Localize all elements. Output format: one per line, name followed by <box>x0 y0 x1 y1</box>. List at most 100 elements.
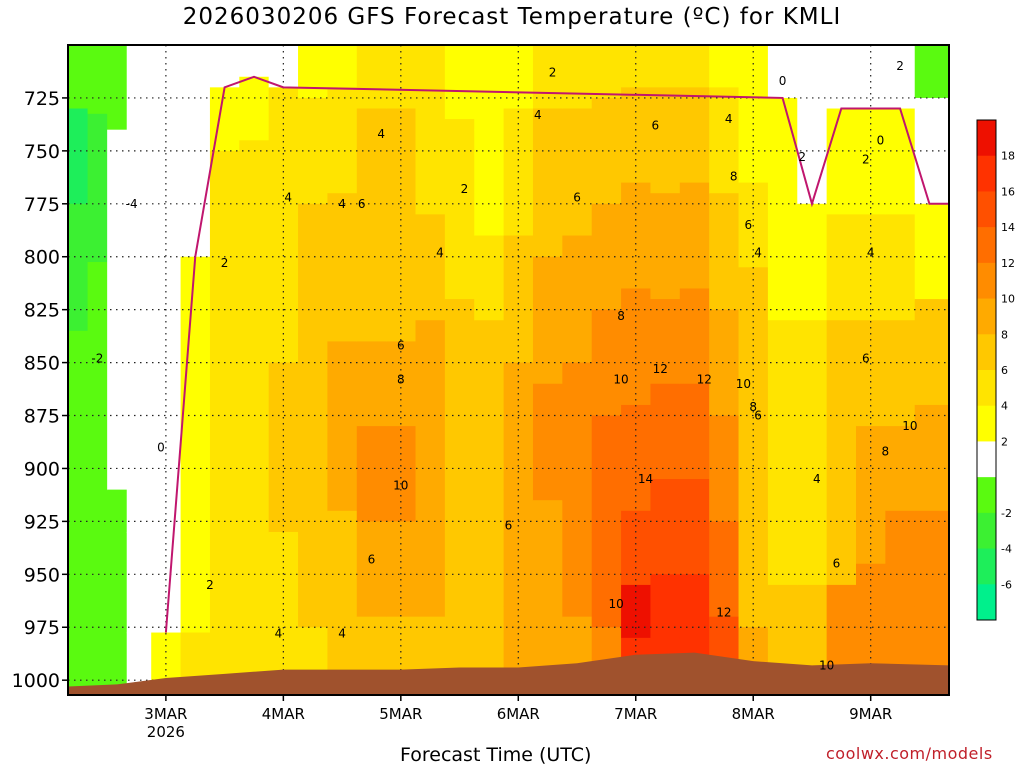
temp-cell <box>562 45 593 110</box>
temp-cell <box>939 606 949 695</box>
temp-cell <box>126 531 152 634</box>
y-tick-label: 850 <box>24 353 60 375</box>
temp-cell <box>239 45 270 78</box>
contour-label: 2 <box>221 256 229 270</box>
contour-label: 6 <box>397 339 405 353</box>
colorbar-label: 18 <box>1001 150 1015 163</box>
temp-cell <box>885 45 916 110</box>
temp-cell <box>68 45 89 110</box>
temp-cell <box>532 383 563 501</box>
temp-cell <box>797 45 828 99</box>
contour-label: 4 <box>436 245 444 259</box>
temp-cell <box>356 426 387 522</box>
colorbar-label: -2 <box>1001 507 1012 520</box>
temp-cell <box>474 235 505 321</box>
temp-cell <box>444 299 475 406</box>
contour-label: 2 <box>461 182 469 196</box>
temp-cell <box>679 383 710 480</box>
temp-cell <box>209 150 240 321</box>
colorbar: 18 16 14 12 10 8 6 4 2 -2 -4 -6 <box>976 119 1015 621</box>
temp-cell <box>356 235 387 343</box>
temp-cell <box>939 510 949 607</box>
y-tick-label: 725 <box>24 88 60 110</box>
colorbar-swatch <box>977 477 996 514</box>
contour-label: 4 <box>534 108 542 122</box>
temp-cell <box>327 510 358 628</box>
contour-label: 4 <box>813 472 821 486</box>
contour-label: 6 <box>745 218 753 232</box>
x-tick-label: 7MAR <box>614 705 657 723</box>
contour-label: 10 <box>902 419 917 433</box>
contour-label: 4 <box>725 112 733 126</box>
y-tick-label: 750 <box>24 141 60 163</box>
freezing-line <box>164 75 949 633</box>
y-tick-label: 775 <box>24 194 60 216</box>
contour-label: 10 <box>613 373 628 387</box>
temp-cell <box>415 45 446 110</box>
contour-label: 4 <box>275 627 283 641</box>
temp-cell <box>738 97 769 184</box>
temp-cell <box>562 108 593 237</box>
colorbar-label: 8 <box>1001 328 1008 341</box>
temp-cell <box>826 320 857 448</box>
temp-cell <box>386 521 417 618</box>
temp-cell <box>885 320 916 427</box>
temp-cell <box>239 320 270 565</box>
y-tick-label: 875 <box>24 406 60 428</box>
temp-cell <box>621 584 652 639</box>
temp-cell <box>180 447 211 634</box>
temp-cell <box>914 203 940 300</box>
temp-cell <box>107 489 128 623</box>
temp-cell <box>87 45 108 115</box>
temp-cell <box>679 87 710 184</box>
contour-label: 12 <box>653 362 668 376</box>
contour-label: 2 <box>862 152 870 166</box>
temp-cell <box>939 203 949 300</box>
contour-label: 6 <box>652 118 660 132</box>
x-tick-label: 9MAR <box>849 705 892 723</box>
temp-cell <box>767 45 798 99</box>
temp-cell <box>562 235 593 364</box>
colorbar-frame <box>976 119 997 621</box>
colorbar-swatch <box>977 512 996 550</box>
temp-cell <box>532 500 563 618</box>
contour-label: 8 <box>397 373 405 387</box>
temp-cell <box>87 404 108 570</box>
temp-cell <box>914 299 940 406</box>
freezing-contour <box>164 75 949 633</box>
temp-cell <box>532 45 563 110</box>
y-tick-label: 1000 <box>12 670 60 692</box>
terrain-fill <box>68 652 949 695</box>
temp-cell <box>503 235 534 364</box>
temp-cell <box>591 531 622 628</box>
temp-cell <box>914 45 940 99</box>
contour-label: 4 <box>754 245 762 259</box>
contour-label: 14 <box>638 472 653 486</box>
credit-link[interactable]: coolwx.com/models <box>826 744 993 763</box>
temp-cell <box>126 362 152 533</box>
temp-cell <box>709 87 740 194</box>
temp-cell <box>826 214 857 321</box>
temp-cell <box>856 108 886 215</box>
temp-cell <box>268 193 299 364</box>
contour-label: -2 <box>91 351 103 365</box>
y-tick-label: 950 <box>24 564 60 586</box>
temp-cell <box>298 45 329 99</box>
contour-label: 2 <box>206 578 214 592</box>
contour-label: 2 <box>549 66 557 80</box>
temp-cell <box>474 45 505 131</box>
contour-label: 10 <box>609 597 624 611</box>
temp-cell <box>68 547 89 695</box>
temp-cell <box>709 521 740 618</box>
temp-cell <box>239 76 270 141</box>
contour-label: 6 <box>505 519 513 533</box>
contour-label: 0 <box>779 74 787 88</box>
y-axis: 725 750 775 800 825 850 875 900 925 950 975 1000 <box>12 88 68 692</box>
plot-frame <box>67 44 950 696</box>
contour-label: 4 <box>867 245 875 259</box>
temp-cell <box>709 45 740 88</box>
temp-cell <box>107 621 128 695</box>
temp-cell <box>679 479 710 575</box>
temp-cell <box>298 531 329 628</box>
temp-cell <box>209 531 240 634</box>
